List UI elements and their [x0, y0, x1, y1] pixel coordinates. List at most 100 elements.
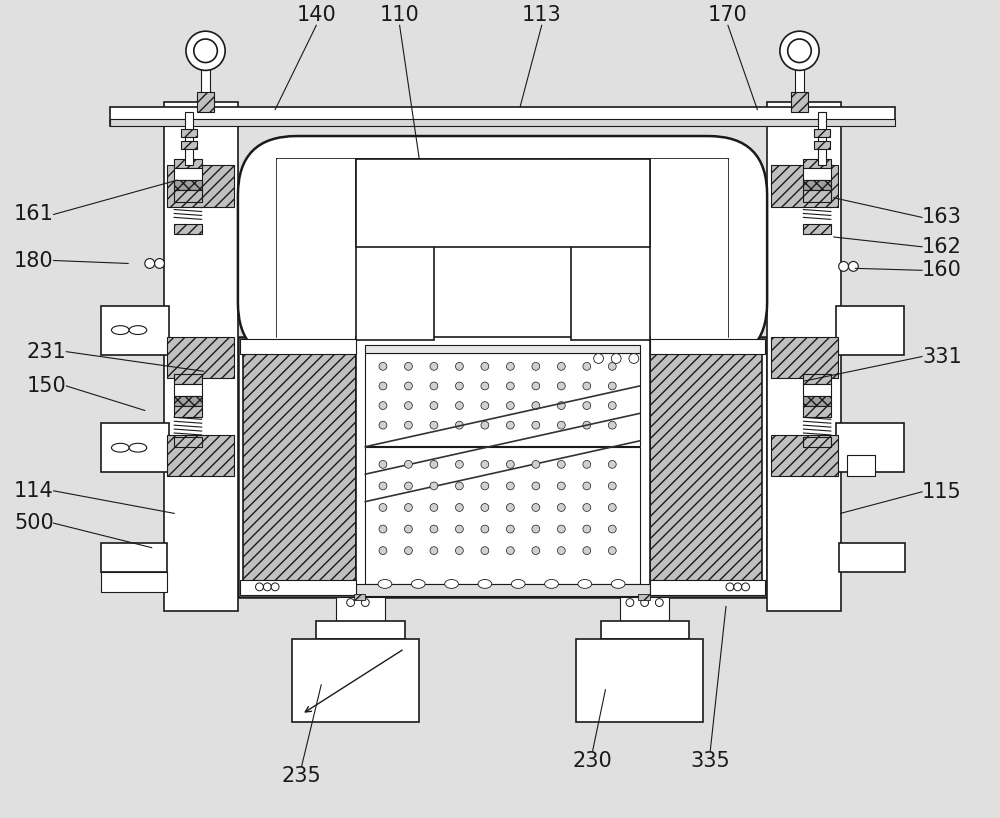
Bar — [791, 92, 808, 111]
Bar — [292, 639, 419, 722]
Text: 113: 113 — [522, 5, 562, 25]
Bar — [356, 337, 650, 596]
Bar — [795, 34, 804, 104]
Circle shape — [583, 402, 591, 410]
Circle shape — [430, 504, 438, 511]
Text: 335: 335 — [690, 751, 730, 771]
Bar — [803, 180, 831, 190]
Circle shape — [583, 504, 591, 511]
Circle shape — [594, 353, 603, 363]
Circle shape — [481, 382, 489, 390]
Circle shape — [629, 353, 639, 363]
Circle shape — [532, 525, 540, 533]
Circle shape — [405, 421, 412, 429]
Circle shape — [455, 421, 463, 429]
Circle shape — [506, 482, 514, 490]
Circle shape — [455, 482, 463, 490]
Bar — [620, 596, 669, 621]
Ellipse shape — [129, 443, 147, 452]
Circle shape — [430, 362, 438, 371]
Bar — [803, 437, 831, 447]
Circle shape — [788, 39, 811, 62]
Circle shape — [641, 599, 649, 606]
Circle shape — [608, 382, 616, 390]
Circle shape — [481, 546, 489, 555]
Bar — [240, 339, 356, 353]
Bar — [803, 396, 831, 406]
Bar — [847, 455, 875, 476]
Bar — [356, 584, 650, 596]
Circle shape — [655, 599, 663, 606]
Circle shape — [583, 382, 591, 390]
Circle shape — [780, 31, 819, 70]
Bar — [201, 34, 210, 104]
Bar — [101, 423, 169, 472]
Bar — [836, 423, 904, 472]
Circle shape — [608, 482, 616, 490]
Circle shape — [430, 525, 438, 533]
Circle shape — [430, 546, 438, 555]
Circle shape — [455, 504, 463, 511]
Bar — [803, 406, 831, 417]
Circle shape — [347, 599, 355, 606]
Circle shape — [506, 421, 514, 429]
Circle shape — [430, 421, 438, 429]
Text: 140: 140 — [296, 5, 336, 25]
Text: 170: 170 — [708, 5, 748, 25]
Circle shape — [271, 583, 279, 591]
Circle shape — [532, 546, 540, 555]
Bar — [110, 106, 895, 126]
Circle shape — [557, 362, 565, 371]
Circle shape — [608, 362, 616, 371]
Circle shape — [608, 461, 616, 468]
Bar — [101, 543, 167, 572]
Circle shape — [506, 382, 514, 390]
Bar — [576, 639, 703, 722]
Circle shape — [481, 525, 489, 533]
Circle shape — [608, 525, 616, 533]
Circle shape — [379, 482, 387, 490]
Text: 163: 163 — [922, 208, 962, 227]
Bar — [771, 165, 838, 207]
Circle shape — [405, 362, 412, 371]
Bar — [167, 435, 234, 476]
Circle shape — [611, 353, 621, 363]
Circle shape — [430, 402, 438, 410]
Bar — [356, 159, 650, 247]
Bar — [238, 337, 767, 596]
Bar — [803, 384, 831, 396]
Bar — [803, 374, 831, 384]
Bar — [174, 396, 202, 406]
Bar — [174, 406, 202, 417]
Ellipse shape — [578, 579, 592, 588]
Circle shape — [405, 402, 412, 410]
Circle shape — [405, 461, 412, 468]
Circle shape — [734, 583, 742, 591]
Circle shape — [608, 421, 616, 429]
Circle shape — [532, 461, 540, 468]
Bar — [803, 159, 831, 169]
Circle shape — [430, 461, 438, 468]
Bar — [571, 159, 650, 340]
Circle shape — [583, 546, 591, 555]
Circle shape — [532, 362, 540, 371]
Bar — [354, 594, 365, 600]
FancyBboxPatch shape — [238, 136, 767, 362]
Circle shape — [145, 258, 155, 268]
Circle shape — [263, 583, 271, 591]
Bar — [181, 141, 197, 149]
Circle shape — [405, 504, 412, 511]
Circle shape — [405, 525, 412, 533]
Circle shape — [379, 421, 387, 429]
Ellipse shape — [129, 326, 147, 335]
Bar — [818, 111, 826, 165]
Bar — [174, 437, 202, 447]
Bar — [174, 384, 202, 396]
Circle shape — [532, 402, 540, 410]
Bar — [110, 119, 895, 126]
Bar — [771, 435, 838, 476]
Bar — [650, 342, 762, 591]
Bar — [839, 543, 905, 572]
Bar — [365, 447, 640, 584]
Circle shape — [557, 402, 565, 410]
